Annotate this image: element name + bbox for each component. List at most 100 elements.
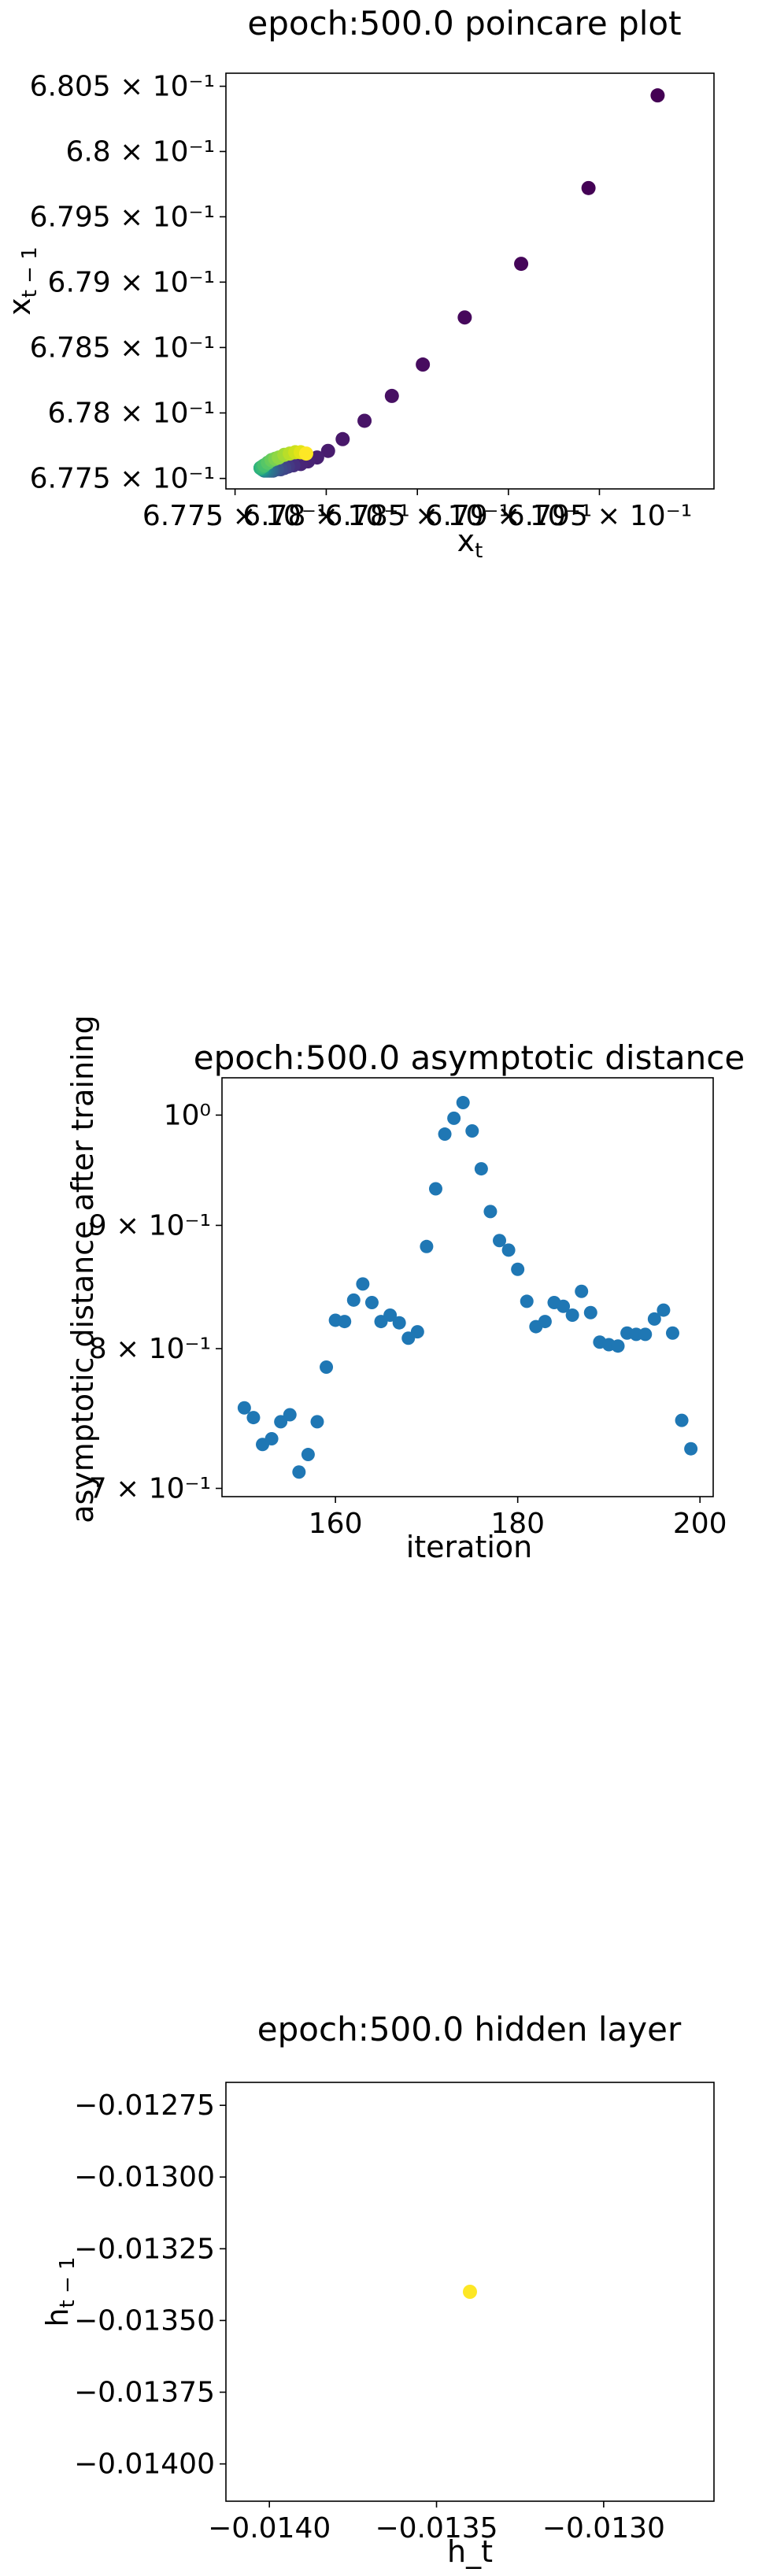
data-point — [392, 1316, 406, 1330]
asymptotic-chart: epoch:500.0 asymptotic distance 7 × 10⁻¹… — [65, 1015, 745, 1564]
data-point — [463, 2285, 477, 2299]
poincare-x-ticks: 6.775 × 10⁻¹6.78 × 10⁻¹6.785 × 10⁻¹6.79 … — [142, 489, 692, 532]
data-point — [665, 1326, 679, 1340]
hidden-layer-y-label: ht − 1 — [40, 2256, 80, 2326]
y-tick-label: −0.01275 — [74, 2089, 215, 2122]
poincare-chart: epoch:500.0 poincare plot 6.775 × 10⁻¹6.… — [2, 4, 715, 563]
data-point — [410, 1325, 424, 1339]
asymptotic-title: epoch:500.0 asymptotic distance — [194, 1038, 745, 1077]
y-tick-label: 9 × 10⁻¹ — [89, 1209, 211, 1242]
x-tick-label: 200 — [673, 1508, 727, 1540]
data-point — [493, 1234, 507, 1248]
data-point — [538, 1315, 552, 1329]
y-tick-label: 10⁰ — [164, 1099, 211, 1131]
poincare-title: epoch:500.0 poincare plot — [247, 4, 681, 43]
y-tick-label: 8 × 10⁻¹ — [89, 1333, 211, 1365]
data-point — [384, 388, 399, 403]
data-point — [420, 1239, 434, 1253]
poincare-y-ticks: 6.775 × 10⁻¹ 6.78 × 10⁻¹ 6.785 × 10⁻¹ 6.79 … — [30, 71, 226, 495]
y-tick-label: 7 × 10⁻¹ — [89, 1473, 211, 1505]
y-tick-label: −0.01325 — [74, 2233, 215, 2265]
asymptotic-y-ticks: 7 × 10⁻¹ 8 × 10⁻¹ 9 × 10⁻¹ 10⁰ — [89, 1099, 222, 1505]
data-point — [638, 1327, 653, 1342]
y-tick-label: −0.01400 — [74, 2448, 215, 2481]
x-tick-label: 160 — [309, 1508, 363, 1540]
data-point — [237, 1401, 251, 1415]
data-point — [474, 1162, 488, 1176]
data-point — [684, 1442, 698, 1456]
data-point — [514, 257, 529, 272]
data-point — [557, 1299, 571, 1313]
y-tick-label: 6.795 × 10⁻¹ — [30, 201, 215, 233]
data-point — [338, 1315, 352, 1329]
data-point — [335, 431, 350, 446]
data-point — [581, 180, 596, 195]
data-point — [447, 1111, 461, 1125]
data-point — [264, 1431, 279, 1445]
y-tick-label: −0.01300 — [74, 2161, 215, 2193]
data-point — [575, 1284, 589, 1298]
data-point — [383, 1308, 398, 1323]
data-point — [650, 88, 665, 103]
asymptotic-x-ticks: 160 180 200 — [309, 1497, 727, 1540]
data-point — [611, 1339, 625, 1353]
x-tick-label: 6.78 × 10⁻¹ — [242, 500, 409, 532]
data-point — [483, 1205, 498, 1219]
data-point — [565, 1308, 579, 1323]
hidden-layer-chart: epoch:500.0 hidden layer −0.01275 −0.0130… — [40, 2010, 715, 2569]
data-point — [465, 1123, 479, 1138]
hidden-layer-x-label: h_t — [447, 2534, 493, 2569]
y-tick-label: 6.79 × 10⁻¹ — [48, 266, 215, 298]
data-point — [346, 1293, 361, 1307]
data-point — [675, 1413, 689, 1427]
x-tick-label: 180 — [490, 1508, 545, 1540]
x-tick-label: 6.775 × 10⁻¹ — [142, 500, 327, 532]
data-point — [428, 1182, 442, 1196]
hidden-layer-y-ticks: −0.01275 −0.01300 −0.01325 −0.01350 −0.01375… — [74, 2089, 226, 2481]
data-point — [501, 1243, 516, 1257]
data-point — [292, 1465, 306, 1479]
data-point — [246, 1411, 261, 1425]
data-point — [520, 1294, 534, 1308]
x-tick-label: −0.0135 — [375, 2512, 498, 2545]
y-tick-label: 6.805 × 10⁻¹ — [30, 71, 215, 103]
x-tick-label: −0.0140 — [208, 2512, 331, 2545]
asymptotic-plot-area — [221, 1077, 714, 1497]
x-tick-label: 6.795 × 10⁻¹ — [507, 500, 692, 532]
data-point — [416, 357, 431, 372]
y-tick-label: −0.01375 — [74, 2377, 215, 2409]
x-tick-label: 6.785 × 10⁻¹ — [325, 500, 510, 532]
poincare-points — [253, 88, 665, 478]
data-point — [274, 1415, 288, 1429]
y-tick-label: 6.785 × 10⁻¹ — [30, 331, 215, 364]
hidden-layer-plot-area — [225, 2082, 715, 2502]
data-point — [583, 1305, 597, 1319]
poincare-plot-area — [225, 72, 715, 490]
data-point — [301, 1448, 315, 1462]
poincare-y-label: xt − 1 — [2, 246, 42, 316]
data-point — [457, 310, 472, 325]
data-point — [657, 1303, 671, 1317]
data-point — [511, 1262, 525, 1276]
hidden-layer-points — [463, 2285, 477, 2299]
data-point — [356, 1277, 370, 1291]
y-tick-label: 6.78 × 10⁻¹ — [48, 398, 215, 430]
asymptotic-points — [237, 1096, 698, 1479]
y-tick-label: 6.8 × 10⁻¹ — [65, 135, 215, 168]
data-point — [283, 1408, 297, 1422]
y-tick-label: −0.01350 — [74, 2304, 215, 2337]
hidden-layer-title: epoch:500.0 hidden layer — [257, 2010, 682, 2049]
data-point — [364, 1296, 379, 1310]
data-point — [438, 1127, 452, 1142]
data-point — [320, 443, 335, 458]
hidden-layer-x-ticks: −0.0140 −0.0135 −0.0130 — [208, 2501, 665, 2545]
asymptotic-x-label: iteration — [406, 1530, 533, 1564]
data-point — [310, 1415, 324, 1429]
data-point — [357, 413, 372, 428]
y-tick-label: 6.775 × 10⁻¹ — [30, 463, 215, 495]
data-point — [456, 1096, 470, 1110]
data-point — [320, 1360, 334, 1374]
asymptotic-y-label: asymptotic distance after training — [65, 1015, 100, 1523]
data-point — [647, 1312, 661, 1326]
